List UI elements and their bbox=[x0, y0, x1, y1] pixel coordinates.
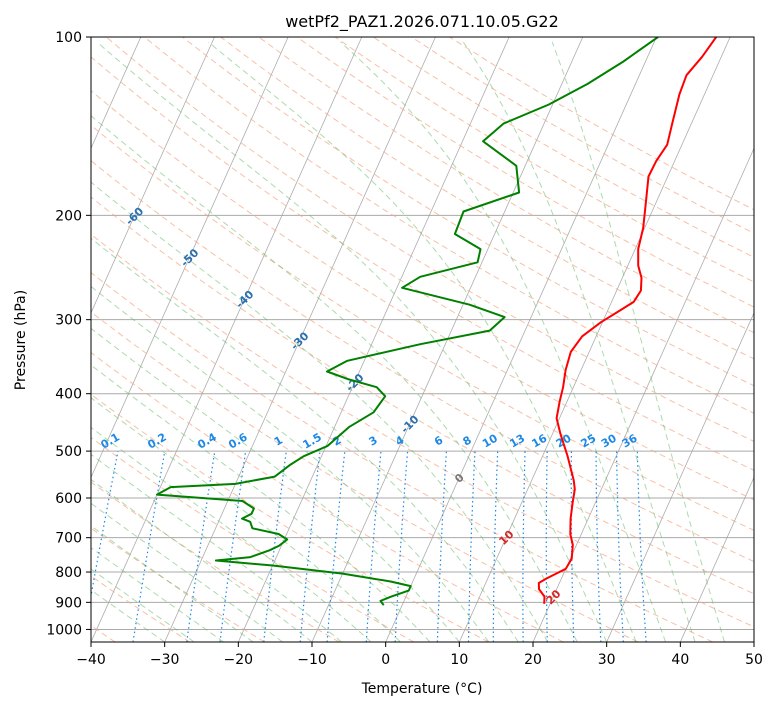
x-tick-label: −30 bbox=[150, 652, 180, 668]
y-tick-label: 600 bbox=[55, 491, 82, 507]
y-tick-label: 300 bbox=[55, 313, 82, 329]
isotherm-line bbox=[679, 476, 754, 642]
isotherm-line bbox=[91, 37, 289, 479]
moist-adiabat-line bbox=[91, 237, 519, 642]
moist-adiabat-line bbox=[91, 525, 254, 642]
mixing-ratio-line bbox=[326, 451, 346, 642]
mixing-ratio-line bbox=[570, 451, 575, 642]
dry-adiabat-line bbox=[91, 233, 754, 628]
axis-ticks: −40 −30 −20 −10 0 10 20 30 40 50 100 200 300 400 500 60… bbox=[46, 30, 763, 668]
y-tick-label: 800 bbox=[55, 565, 82, 581]
dry-adiabat-line bbox=[91, 124, 754, 531]
y-tick-label: 500 bbox=[55, 444, 82, 460]
moist-adiabat-line bbox=[551, 41, 725, 642]
x-tick-label: −20 bbox=[224, 652, 254, 668]
mixing-ratio-line bbox=[394, 451, 409, 642]
x-tick-label: −40 bbox=[76, 652, 106, 668]
x-tick-label: 10 bbox=[450, 652, 468, 668]
dry-adiabat-line bbox=[91, 196, 754, 595]
mixing-ratio-line bbox=[545, 451, 548, 642]
isotherm-line bbox=[458, 37, 731, 642]
moist-adiabat-line bbox=[340, 41, 667, 642]
dry-adiabat-line bbox=[91, 89, 754, 501]
chart-title: wetPf2_PAZ1.2026.071.10.05.G22 bbox=[285, 12, 559, 32]
moist-adiabat-line bbox=[91, 364, 431, 642]
y-tick-label: 1000 bbox=[46, 622, 82, 638]
mixing-ratio-line bbox=[492, 451, 499, 642]
plot-frame bbox=[90, 36, 755, 643]
y-tick-label: 900 bbox=[55, 595, 82, 611]
mixing-ratio-line bbox=[219, 451, 247, 642]
mixing-ratio-line bbox=[365, 451, 382, 642]
dry-adiabat-line bbox=[91, 351, 564, 642]
dry-adiabat-line bbox=[105, 37, 754, 443]
moist-adiabat-line bbox=[91, 397, 401, 642]
moist-adiabat-line bbox=[91, 547, 224, 642]
dry-adiabat-line bbox=[91, 436, 415, 642]
mixing-ratio-line bbox=[636, 451, 647, 642]
moist-adiabat-line bbox=[96, 41, 608, 642]
dry-adiabat-line bbox=[91, 56, 754, 471]
isotherm-line bbox=[606, 311, 754, 642]
dewpoint-trace bbox=[156, 37, 659, 606]
dry-adiabat-line bbox=[91, 311, 639, 642]
dry-adiabat-line bbox=[219, 37, 754, 360]
mixing-ratio-line bbox=[522, 451, 526, 642]
x-tick-label: 30 bbox=[598, 652, 616, 668]
x-tick-label: 0 bbox=[381, 652, 390, 668]
moist-adiabat-line bbox=[91, 285, 490, 642]
isotherm-line bbox=[532, 147, 754, 642]
moist-adiabat-line bbox=[91, 181, 549, 642]
profile-traces bbox=[156, 37, 718, 606]
moist-adiabat-line bbox=[91, 589, 165, 642]
mixing-ratio-line bbox=[263, 451, 287, 642]
moist-adiabat-line bbox=[91, 568, 195, 642]
dry-adiabat-line bbox=[181, 37, 754, 387]
mixing-ratio-line bbox=[616, 451, 624, 642]
mixing-ratio-line bbox=[299, 451, 321, 642]
mixing-ratio-line bbox=[467, 451, 476, 642]
y-tick-label: 400 bbox=[55, 387, 82, 403]
moist-adiabat-line bbox=[207, 41, 637, 642]
moist-adiabat-line bbox=[91, 478, 313, 642]
isotherm-line bbox=[91, 37, 142, 150]
x-tick-label: 50 bbox=[745, 652, 763, 668]
mixing-ratio-line bbox=[436, 451, 447, 642]
temperature-trace bbox=[537, 37, 718, 604]
isotherm-line bbox=[91, 37, 215, 314]
y-axis-label: Pressure (hPa) bbox=[13, 290, 29, 390]
x-tick-label: 40 bbox=[671, 652, 689, 668]
y-tick-label: 700 bbox=[55, 531, 82, 547]
isotherm-line bbox=[91, 37, 363, 642]
y-tick-label: 100 bbox=[55, 30, 82, 46]
dry-adiabat-line bbox=[91, 160, 754, 563]
moist-adiabat-line bbox=[91, 502, 283, 642]
isotherm-line bbox=[385, 37, 657, 642]
x-axis-label: Temperature (°C) bbox=[361, 681, 483, 697]
mixing-ratio-line bbox=[595, 451, 602, 642]
moist-adiabat-line bbox=[91, 327, 460, 642]
x-tick-label: −10 bbox=[297, 652, 327, 668]
x-tick-label: 20 bbox=[524, 652, 542, 668]
y-tick-label: 200 bbox=[55, 208, 82, 224]
mixing-ratio-line bbox=[186, 451, 216, 642]
moist-adiabat-line bbox=[462, 41, 696, 642]
dry-adiabat-line bbox=[143, 37, 754, 414]
